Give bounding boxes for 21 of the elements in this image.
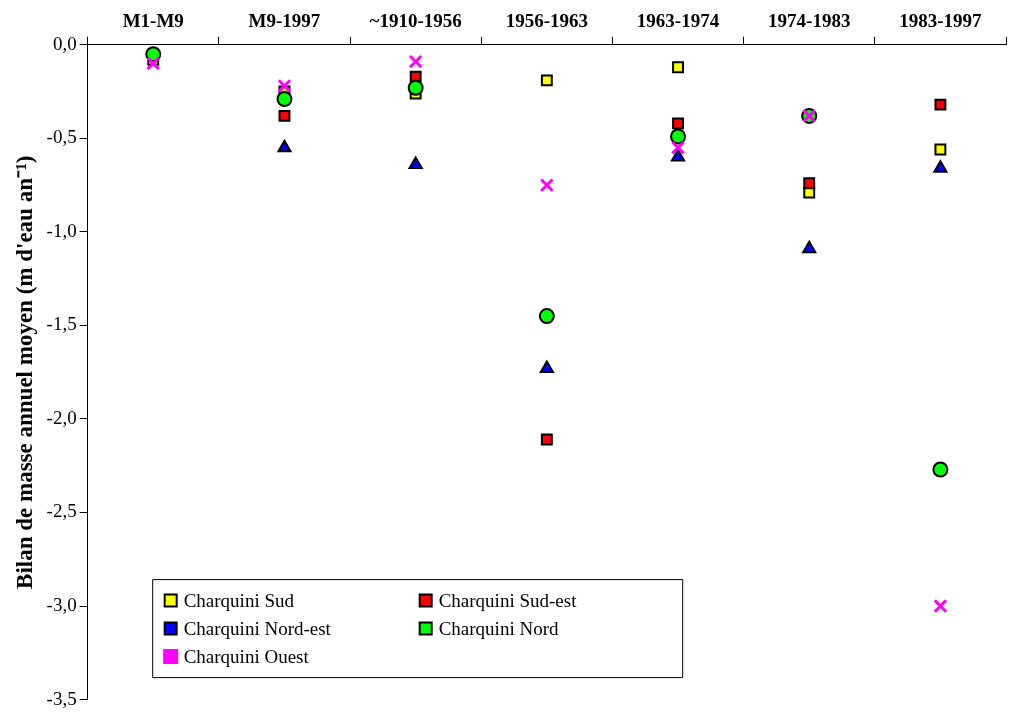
- x-tick-label: 1983-1997: [899, 10, 983, 32]
- legend-label: Charquini Sud-est: [438, 589, 578, 611]
- legend-label: Charquini Nord: [438, 617, 559, 639]
- x-tick-label: ~1910-1956: [369, 10, 462, 32]
- y-tick-label: -3,5: [46, 687, 77, 709]
- y-axis-title: Bilan de masse annuel moyen (m d'eau an⁻¹): [11, 155, 37, 589]
- y-tick-label: -1,0: [46, 219, 77, 241]
- y-tick-label: -3,0: [46, 594, 77, 616]
- legend-label: Charquini Nord-est: [183, 617, 332, 639]
- legend-label: Charquini Sud: [183, 589, 295, 611]
- x-tick-label: 1963-1974: [636, 10, 720, 32]
- x-tick-label: 1974-1983: [768, 10, 851, 32]
- y-tick-label: -0,5: [46, 126, 77, 148]
- y-tick-label: 0,0: [52, 32, 77, 54]
- x-tick-label: M1-M9: [122, 10, 184, 32]
- y-tick-label: -2,0: [46, 406, 77, 428]
- y-tick-label: -2,5: [46, 500, 77, 522]
- x-tick-label: 1956-1963: [505, 10, 588, 32]
- x-tick-label: M9-1997: [248, 10, 321, 32]
- y-tick-label: -1,5: [46, 313, 77, 335]
- legend-label: Charquini Ouest: [183, 645, 310, 667]
